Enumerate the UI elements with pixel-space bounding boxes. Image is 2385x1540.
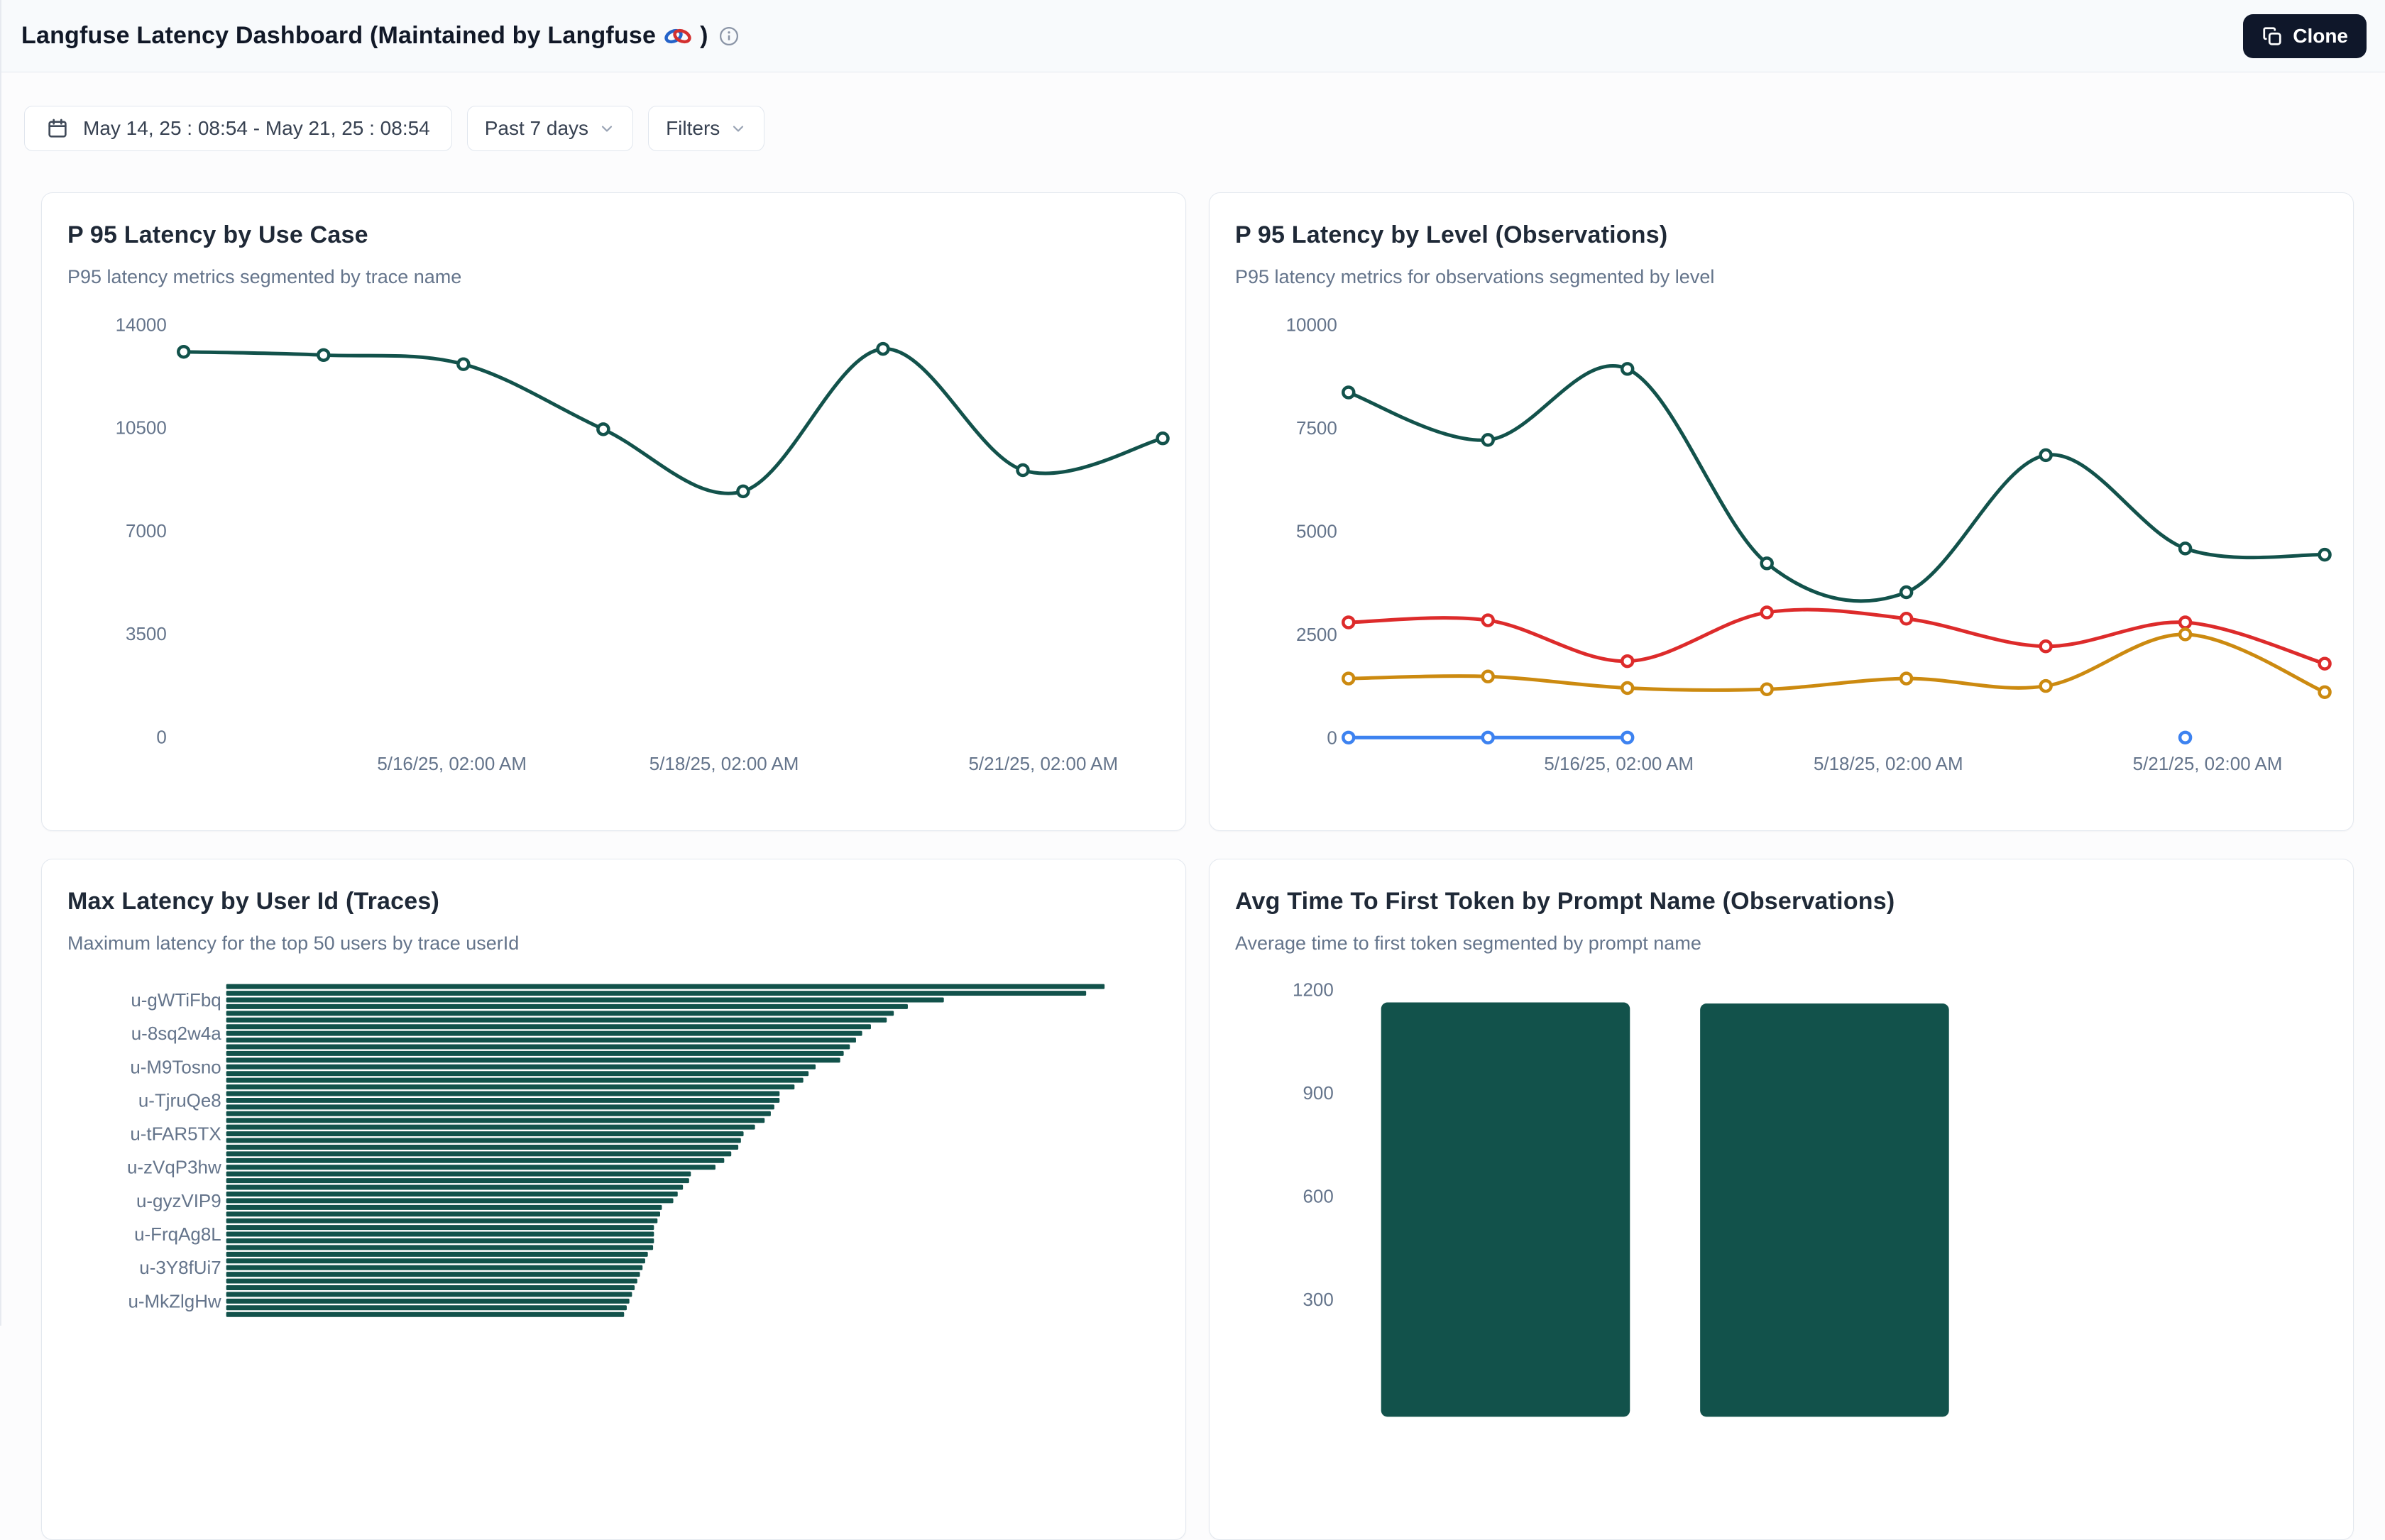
- svg-text:10500: 10500: [116, 419, 167, 439]
- page-header: Langfuse Latency Dashboard (Maintained b…: [0, 0, 2385, 72]
- card-subtitle: Average time to first token segmented by…: [1235, 933, 1701, 954]
- card-p95-latency-by-level: P 95 Latency by Level (Observations) P95…: [1209, 192, 2354, 831]
- svg-text:u-8sq2w4a: u-8sq2w4a: [131, 1024, 222, 1044]
- svg-text:10000: 10000: [1286, 316, 1337, 336]
- svg-text:0: 0: [1327, 728, 1337, 748]
- clone-button-label: Clone: [2293, 24, 2348, 47]
- dashboard-grid: P 95 Latency by Use Case P95 latency met…: [0, 192, 2385, 1540]
- svg-text:u-gyzVIP9: u-gyzVIP9: [136, 1192, 221, 1211]
- avg-ttft-bar-chart: 300 600 900 1200: [1210, 859, 2353, 1539]
- svg-text:14000: 14000: [116, 316, 167, 336]
- card-subtitle: P95 latency metrics for observations seg…: [1235, 266, 1715, 287]
- card-max-latency-by-user: Max Latency by User Id (Traces) Maximum …: [41, 859, 1186, 1540]
- svg-text:5/21/25, 02:00 AM: 5/21/25, 02:00 AM: [2133, 754, 2283, 774]
- svg-text:7000: 7000: [126, 522, 167, 541]
- card-p95-latency-by-use-case: P 95 Latency by Use Case P95 latency met…: [41, 192, 1186, 831]
- svg-text:u-MkZlgHw: u-MkZlgHw: [128, 1292, 221, 1311]
- filters-dropdown[interactable]: Filters: [648, 106, 765, 151]
- chevron-down-icon: [730, 120, 747, 137]
- filters-label: Filters: [666, 117, 720, 139]
- svg-text:0: 0: [156, 727, 166, 747]
- svg-text:5/18/25, 02:00 AM: 5/18/25, 02:00 AM: [649, 754, 799, 774]
- svg-text:u-tFAR5TX: u-tFAR5TX: [130, 1125, 221, 1145]
- card-avg-time-to-first-token: Avg Time To First Token by Prompt Name (…: [1209, 859, 2354, 1540]
- date-range-value: May 14, 25 : 08:54 - May 21, 25 : 08:54: [83, 117, 430, 139]
- card-title: Max Latency by User Id (Traces): [67, 888, 439, 915]
- svg-text:u-TjruQe8: u-TjruQe8: [138, 1091, 221, 1111]
- svg-text:7500: 7500: [1296, 419, 1337, 439]
- p95-use-case-line-chart: 0 3500 7000 10500 14000 5/16/25, 02:00 AM 5/18…: [42, 193, 1185, 830]
- copy-icon: [2261, 26, 2283, 47]
- svg-text:900: 900: [1303, 1084, 1333, 1104]
- svg-text:1200: 1200: [1293, 981, 1334, 1001]
- page-title: Langfuse Latency Dashboard (Maintained b…: [21, 22, 708, 50]
- svg-text:300: 300: [1303, 1290, 1333, 1310]
- svg-text:u-M9Tosno: u-M9Tosno: [130, 1057, 221, 1077]
- card-title: Avg Time To First Token by Prompt Name (…: [1235, 888, 1895, 915]
- info-icon[interactable]: [718, 26, 740, 47]
- date-range-picker[interactable]: May 14, 25 : 08:54 - May 21, 25 : 08:54: [24, 106, 452, 151]
- filter-toolbar: May 14, 25 : 08:54 - May 21, 25 : 08:54 …: [24, 106, 2385, 151]
- svg-text:5/18/25, 02:00 AM: 5/18/25, 02:00 AM: [1814, 754, 1963, 774]
- card-subtitle: Maximum latency for the top 50 users by …: [67, 933, 520, 954]
- card-title: P 95 Latency by Use Case: [67, 221, 368, 248]
- svg-text:u-FrqAg8L: u-FrqAg8L: [134, 1225, 221, 1245]
- svg-text:5/16/25, 02:00 AM: 5/16/25, 02:00 AM: [1544, 754, 1694, 774]
- card-title: P 95 Latency by Level (Observations): [1235, 221, 1668, 248]
- svg-text:2500: 2500: [1296, 625, 1337, 645]
- svg-text:5000: 5000: [1296, 522, 1337, 541]
- time-preset-value: Past 7 days: [484, 117, 589, 139]
- left-edge-divider: [0, 0, 1, 1326]
- calendar-icon: [46, 117, 69, 140]
- svg-text:u-3Y8fUi7: u-3Y8fUi7: [139, 1258, 221, 1278]
- page-title-suffix: ): [700, 22, 708, 49]
- svg-text:5/21/25, 02:00 AM: 5/21/25, 02:00 AM: [968, 754, 1118, 774]
- knot-emoji-icon: [663, 25, 693, 48]
- card-subtitle: P95 latency metrics segmented by trace n…: [67, 266, 462, 287]
- clone-button[interactable]: Clone: [2243, 13, 2367, 58]
- chevron-down-icon: [598, 120, 615, 137]
- time-preset-dropdown[interactable]: Past 7 days: [466, 106, 634, 151]
- svg-text:u-gWTiFbq: u-gWTiFbq: [131, 991, 221, 1011]
- max-latency-user-bar-chart: u-gWTiFbq u-8sq2w4a u-M9Tosno u-TjruQe8 u-tF…: [42, 859, 1185, 1539]
- svg-text:5/16/25, 02:00 AM: 5/16/25, 02:00 AM: [377, 754, 527, 774]
- svg-text:600: 600: [1303, 1187, 1333, 1206]
- svg-text:3500: 3500: [126, 625, 167, 644]
- page-title-text: Langfuse Latency Dashboard (Maintained b…: [21, 22, 657, 49]
- svg-text:u-zVqP3hw: u-zVqP3hw: [127, 1158, 221, 1178]
- p95-level-line-chart: 0 2500 5000 7500 10000 5/16/25, 02:00 AM 5/18/…: [1210, 193, 2353, 830]
